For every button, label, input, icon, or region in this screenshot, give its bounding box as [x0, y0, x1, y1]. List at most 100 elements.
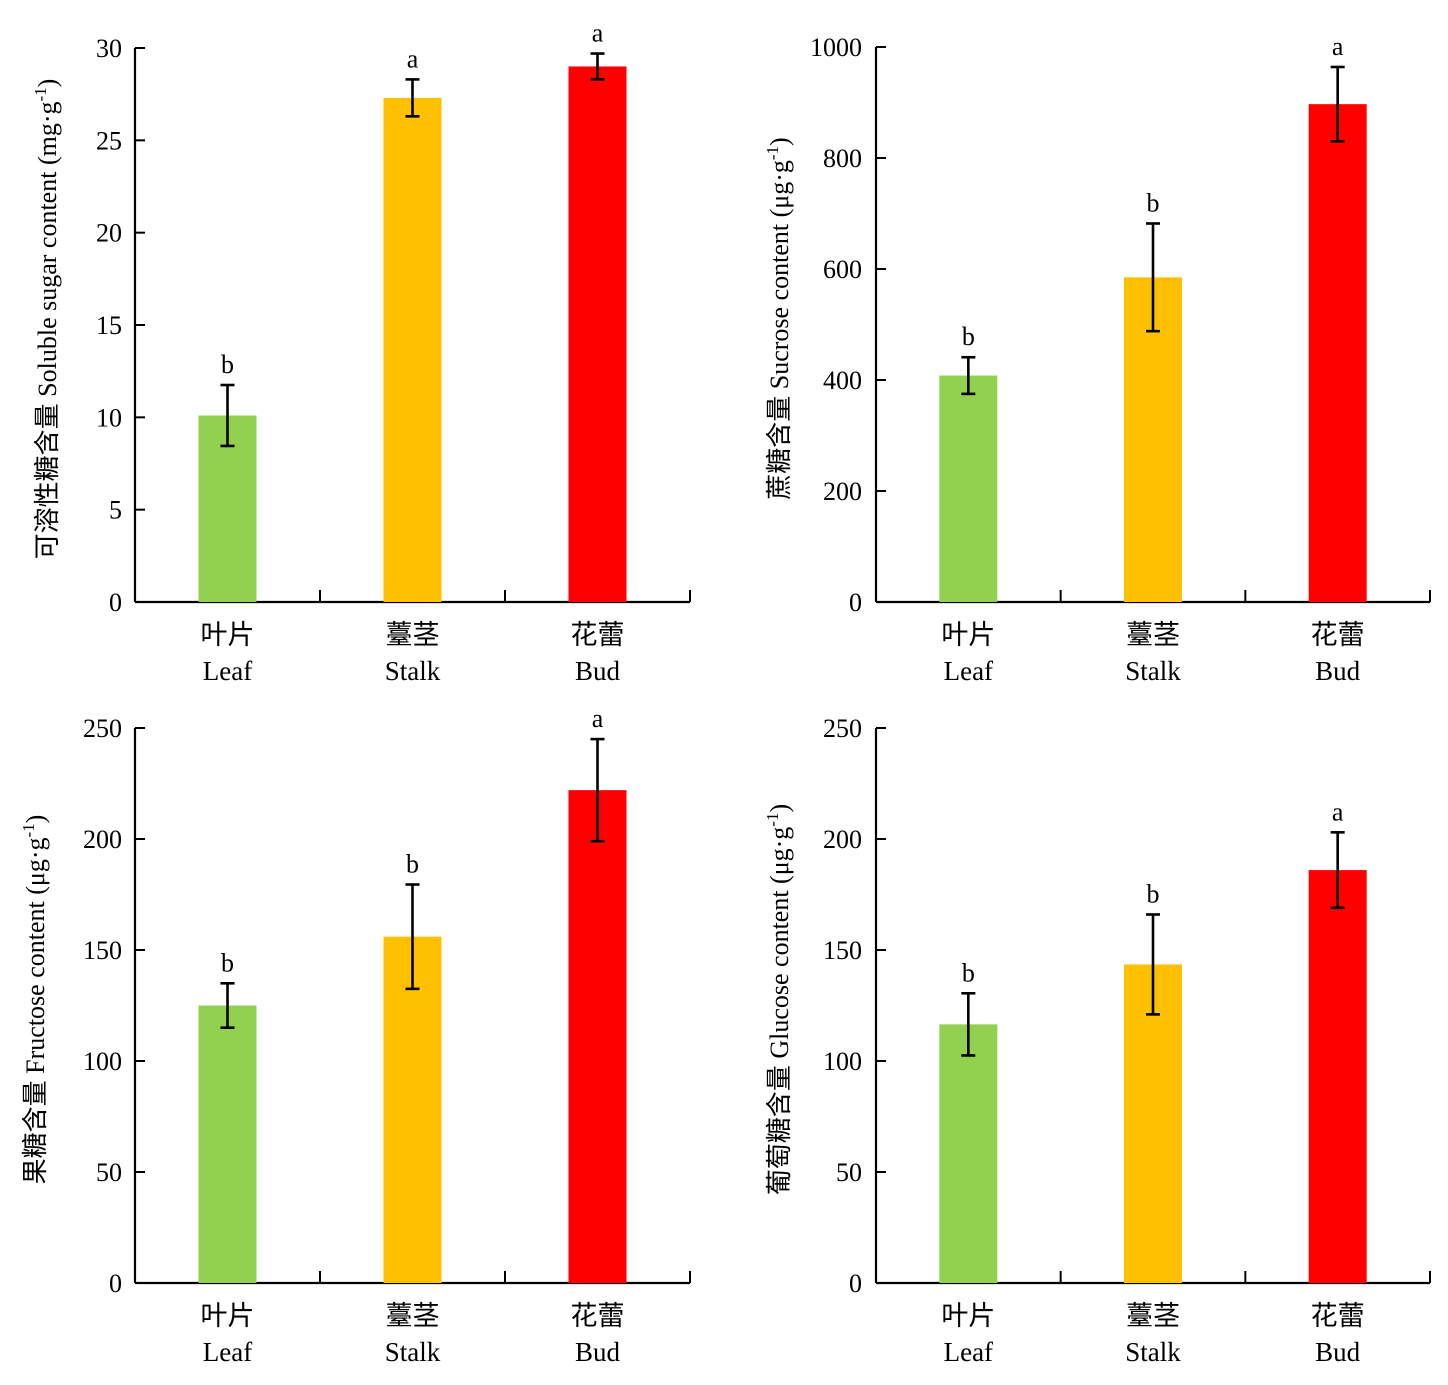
category-label-zh: 叶片	[941, 1301, 995, 1331]
error-bar-stalk	[1146, 222, 1160, 333]
significance-letter: a	[592, 19, 604, 48]
bar-bud	[1308, 870, 1367, 1283]
significance-letter: b	[1147, 188, 1160, 217]
y-tick-label: 5	[109, 496, 122, 525]
y-tick-label: 15	[96, 311, 122, 340]
y-axis-label-main: 果糖含量 Fructose content (μg·g	[21, 838, 50, 1185]
y-tick-label: 0	[109, 588, 122, 617]
significance-letter: b	[406, 850, 419, 879]
category-label-zh: 薹茎	[386, 620, 440, 650]
category-label-zh: 花蕾	[1311, 1301, 1365, 1331]
category-label-zh: 叶片	[941, 620, 995, 650]
y-axis-label-tail: )	[765, 137, 794, 146]
significance-letter: a	[407, 44, 419, 73]
y-axis-label-main: 葡萄糖含量 Glucose content (μg·g	[765, 827, 794, 1195]
category-label-en: Bud	[575, 656, 621, 686]
y-tick-label: 200	[823, 825, 862, 854]
category-label-en: Stalk	[385, 656, 441, 686]
error-bar-stalk	[405, 883, 420, 991]
y-tick-label: 600	[823, 255, 862, 284]
category-label-zh: 薹茎	[386, 1301, 440, 1331]
error-bar-leaf	[961, 991, 976, 1057]
bar-bud	[568, 66, 627, 602]
y-axis-label-tail: )	[33, 79, 62, 88]
category-label-zh: 薹茎	[1126, 1301, 1180, 1331]
error-bar-stalk	[405, 78, 420, 118]
y-axis-label: 可溶性糖含量 Soluble sugar content (mg·g-1)	[31, 79, 62, 560]
panel-fructose: 0 50 100 150 200 250 b 叶片 Leaf b 薹茎 Stalk a 花蕾 Bud 果糖含量…	[19, 704, 691, 1367]
y-tick-label: 20	[96, 219, 122, 248]
bar-bud	[1308, 104, 1367, 602]
error-bar-bud	[1330, 831, 1345, 910]
panel-glucose: 0 50 100 150 200 250 b 叶片 Leaf b 薹茎 Stalk a 花蕾 Bud 葡萄糖含…	[763, 714, 1431, 1367]
y-tick-label: 25	[96, 126, 122, 155]
category-label-zh: 花蕾	[571, 1301, 625, 1331]
y-tick-label: 150	[823, 936, 862, 965]
y-tick-label: 10	[96, 403, 122, 432]
significance-letter: a	[1332, 32, 1344, 61]
y-tick-label: 0	[109, 1269, 122, 1298]
category-label-en: Leaf	[944, 1337, 993, 1367]
y-tick-label: 0	[849, 1269, 862, 1298]
category-label-zh: 薹茎	[1126, 620, 1180, 650]
significance-letter: a	[1332, 797, 1344, 826]
y-tick-label: 250	[83, 714, 122, 743]
category-label-en: Stalk	[1125, 1337, 1181, 1367]
y-axis-label: 果糖含量 Fructose content (μg·g-1)	[19, 815, 50, 1185]
bar-bud	[568, 790, 627, 1283]
y-tick-label: 150	[83, 936, 122, 965]
bar-leaf	[939, 1024, 998, 1283]
error-bar-stalk	[1146, 913, 1160, 1016]
y-axis-label-main: 可溶性糖含量 Soluble sugar content (mg·g	[33, 102, 62, 560]
bar-leaf	[198, 1005, 257, 1283]
bar-stalk	[383, 936, 442, 1283]
category-label-en: Stalk	[1125, 656, 1181, 686]
y-tick-label: 100	[83, 1047, 122, 1076]
y-tick-label: 50	[96, 1158, 122, 1187]
bar-leaf	[939, 375, 998, 602]
y-tick-label: 200	[83, 825, 122, 854]
panel-sucrose: 0 200 400 600 800 1000 b 叶片 Leaf b 薹茎 Stalk a 花蕾 Bud 蔗糖…	[763, 32, 1431, 686]
category-label-en: Bud	[1315, 1337, 1361, 1367]
significance-letter: b	[221, 948, 234, 977]
y-tick-label: 250	[823, 714, 862, 743]
category-label-en: Bud	[575, 1337, 621, 1367]
y-tick-label: 50	[836, 1158, 862, 1187]
bar-stalk	[1124, 964, 1182, 1283]
y-tick-label: 800	[823, 144, 862, 173]
y-axis-label-tail: )	[765, 804, 794, 813]
y-axis-label: 蔗糖含量 Sucrose content (μg·g-1)	[763, 137, 794, 499]
significance-letter: b	[962, 958, 975, 987]
error-bar-bud	[1330, 65, 1345, 143]
y-axis-label-superscript: -1	[19, 823, 38, 837]
error-bar-leaf	[961, 355, 976, 396]
category-label-zh: 叶片	[201, 1301, 255, 1331]
category-label-en: Leaf	[203, 656, 252, 686]
significance-letter: a	[592, 704, 604, 733]
error-bar-bud	[590, 52, 605, 81]
category-label-en: Bud	[1315, 656, 1361, 686]
y-tick-label: 0	[849, 588, 862, 617]
category-label-zh: 花蕾	[1311, 620, 1365, 650]
y-axis-label-main: 蔗糖含量 Sucrose content (μg·g	[765, 160, 794, 500]
y-axis-label-superscript: -1	[763, 146, 782, 160]
category-label-zh: 叶片	[201, 620, 255, 650]
category-label-en: Leaf	[203, 1337, 252, 1367]
error-bar-leaf	[220, 383, 235, 448]
category-label-zh: 花蕾	[571, 620, 625, 650]
error-bar-leaf	[220, 981, 235, 1029]
y-tick-label: 400	[823, 366, 862, 395]
error-bar-bud	[590, 737, 605, 843]
y-tick-label: 30	[96, 34, 122, 63]
y-tick-label: 1000	[810, 33, 862, 62]
y-axis-label-superscript: -1	[31, 87, 50, 101]
significance-letter: b	[962, 322, 975, 351]
significance-letter: b	[1147, 879, 1160, 908]
bar-stalk	[383, 97, 442, 603]
y-axis-label: 葡萄糖含量 Glucose content (μg·g-1)	[763, 804, 794, 1195]
significance-letter: b	[221, 350, 234, 379]
y-axis-label-superscript: -1	[763, 813, 782, 827]
category-label-en: Leaf	[944, 656, 993, 686]
y-tick-label: 200	[823, 477, 862, 506]
